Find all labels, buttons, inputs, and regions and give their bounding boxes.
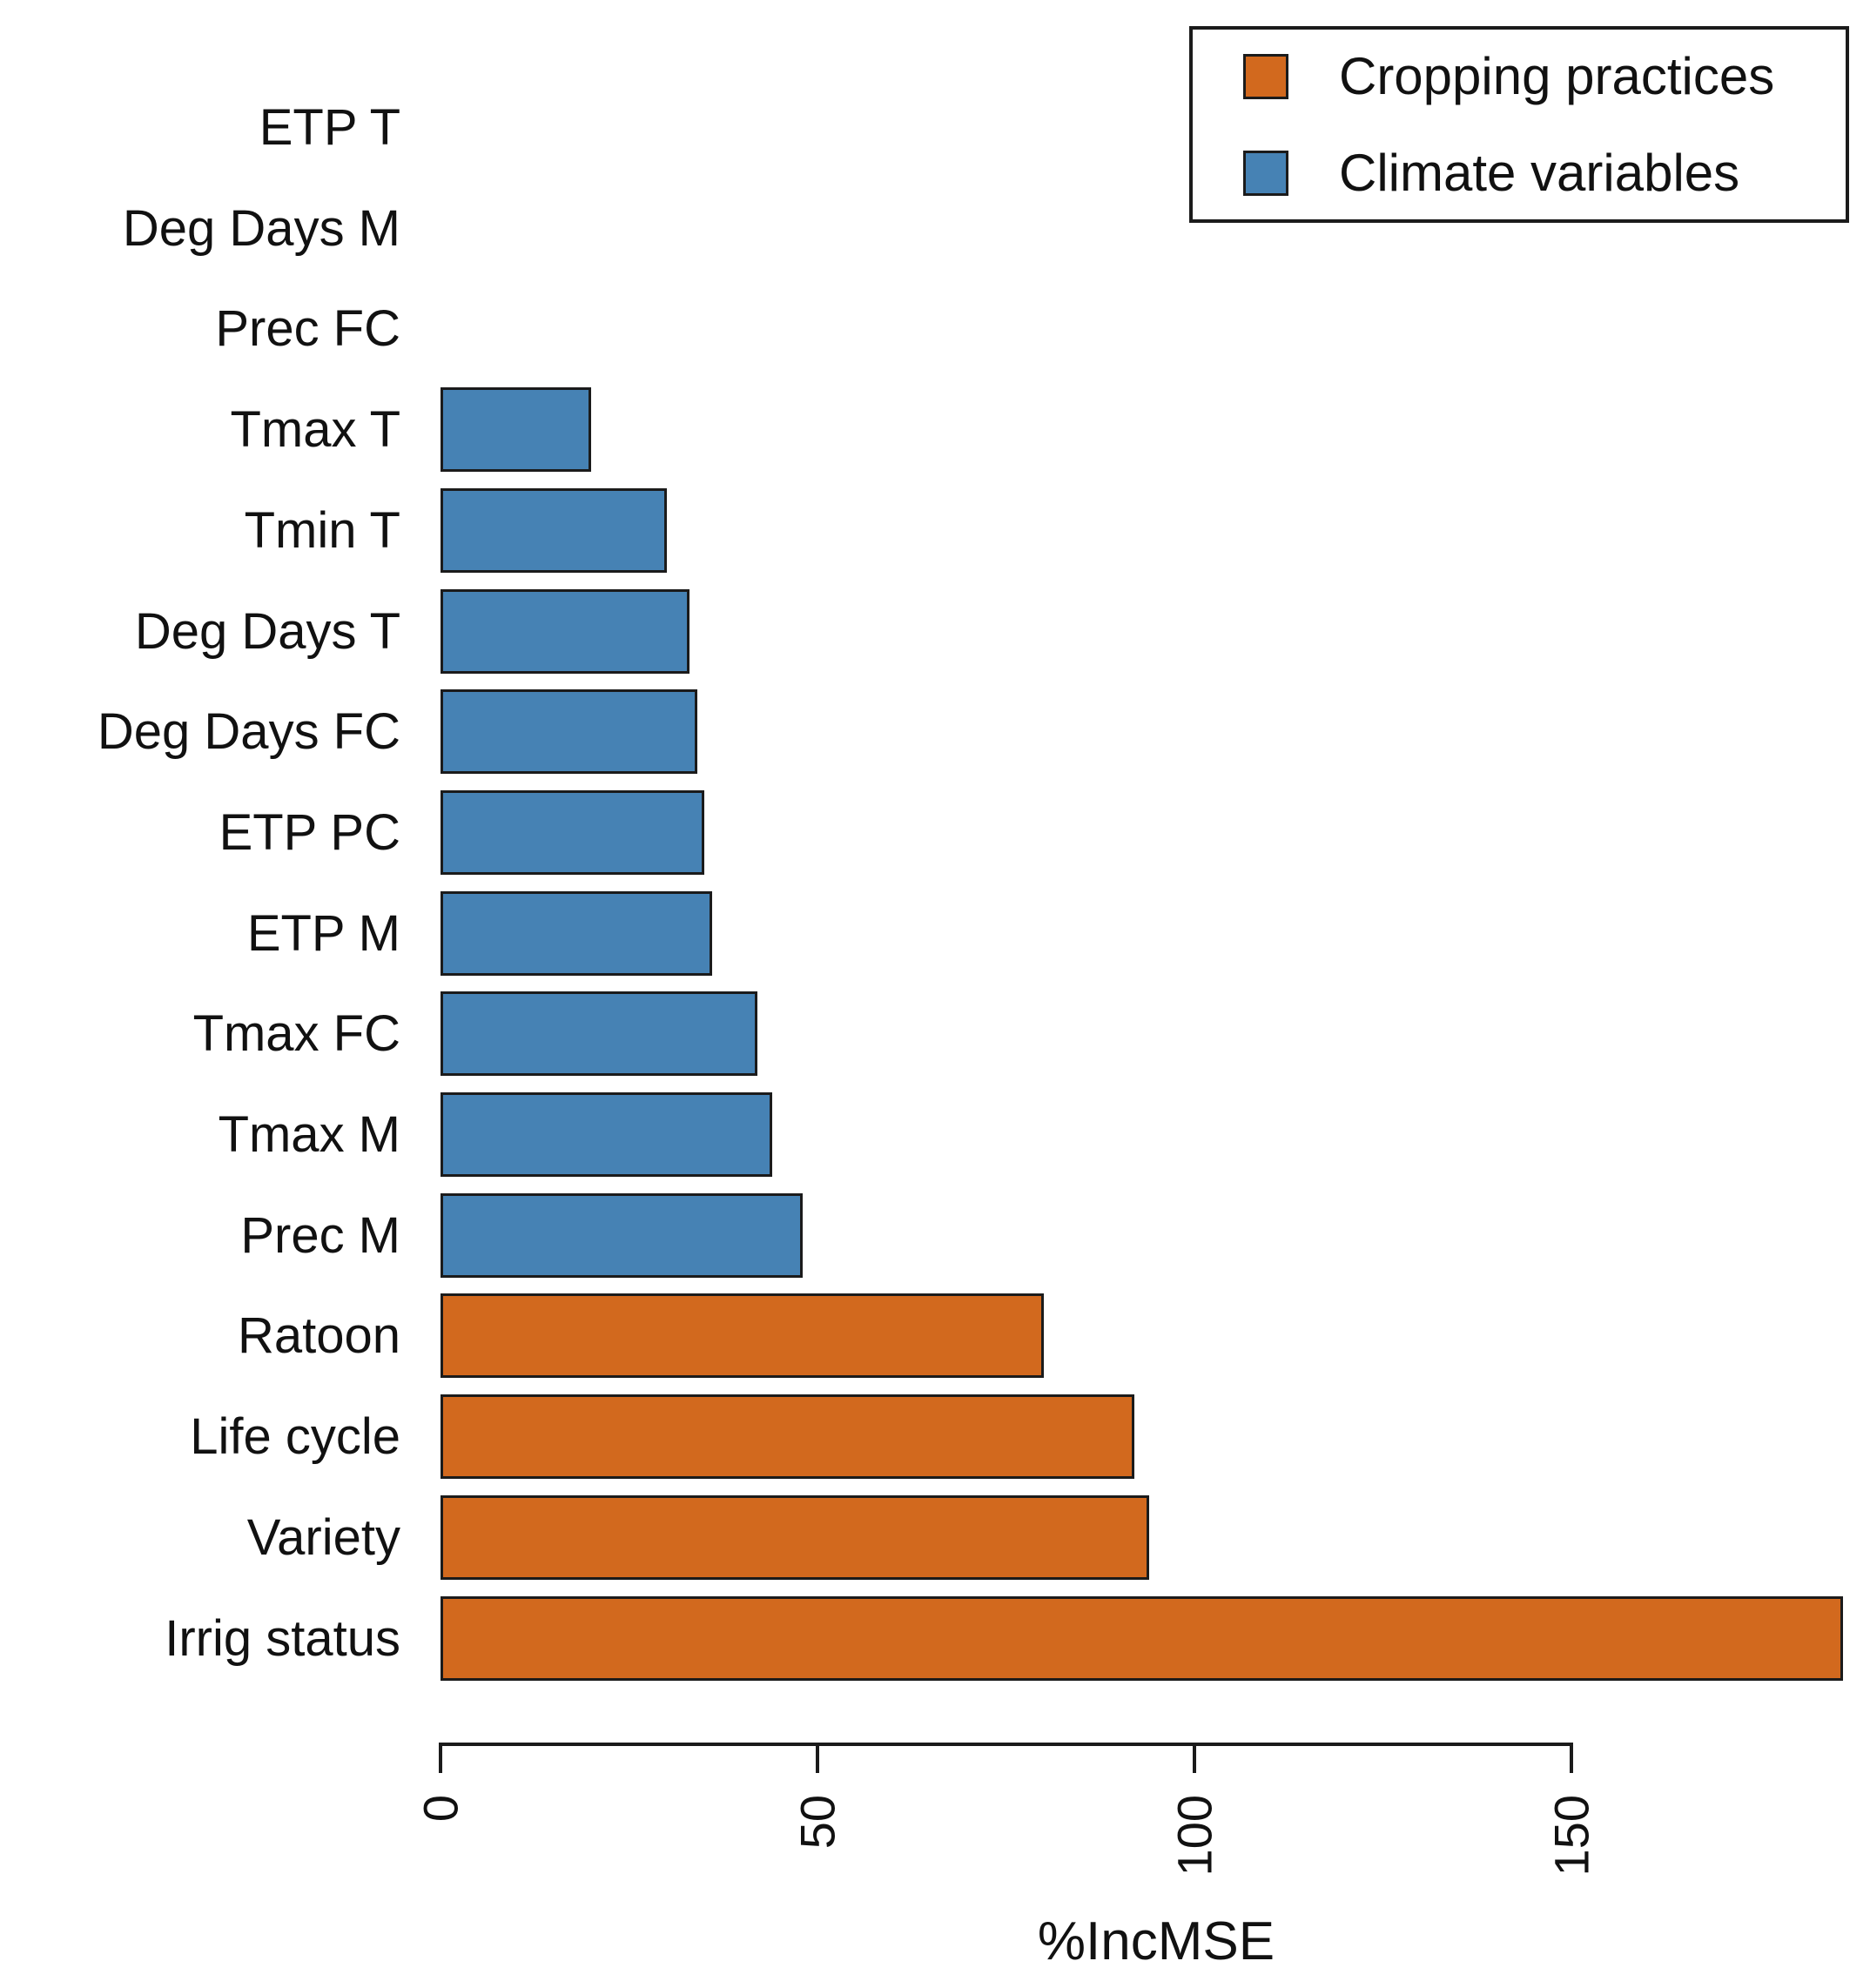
bar	[441, 991, 757, 1076]
tick-mark	[816, 1743, 819, 1773]
legend-item-cropping: Cropping practices	[1243, 46, 1846, 106]
bar	[441, 387, 591, 472]
bar	[441, 1293, 1044, 1378]
tick-label: 150	[1544, 1795, 1599, 1877]
x-axis-label: %IncMSE	[1037, 1911, 1275, 1971]
tick-mark	[1570, 1743, 1573, 1773]
bar	[441, 1596, 1843, 1681]
category-label: Tmin T	[244, 502, 400, 559]
category-label: Tmax M	[218, 1106, 400, 1163]
category-label: Ratoon	[237, 1307, 400, 1364]
bar	[441, 1394, 1134, 1479]
x-axis	[439, 1743, 1573, 1746]
bar	[441, 891, 712, 976]
bar	[441, 790, 704, 875]
legend-item-climate: Climate variables	[1243, 143, 1846, 203]
category-label: ETP PC	[219, 804, 400, 861]
category-label: Deg Days T	[134, 603, 400, 660]
cropping-practices-swatch-icon	[1243, 53, 1288, 99]
tick-label: 100	[1167, 1795, 1222, 1877]
legend: Cropping practices Climate variables	[1189, 26, 1849, 223]
category-label: Tmax T	[230, 401, 401, 458]
category-label: Life cycle	[190, 1408, 400, 1465]
category-label: Deg Days M	[122, 200, 400, 257]
category-label: ETP M	[246, 905, 400, 962]
climate-variables-swatch-icon	[1243, 150, 1288, 196]
legend-label: Climate variables	[1339, 144, 1740, 202]
legend-label: Cropping practices	[1339, 47, 1775, 105]
bar	[441, 488, 667, 573]
category-label: Prec M	[240, 1207, 400, 1264]
tick-label: 50	[790, 1795, 845, 1850]
bar	[441, 689, 697, 774]
category-label: Prec FC	[215, 300, 400, 357]
bar	[441, 1495, 1149, 1580]
category-label: ETP T	[259, 99, 400, 156]
bar	[441, 1092, 772, 1177]
tick-label: 0	[413, 1795, 468, 1823]
category-label: Tmax FC	[192, 1005, 400, 1062]
tick-mark	[439, 1743, 442, 1773]
bar	[441, 589, 689, 674]
category-label: Variety	[246, 1509, 400, 1566]
category-label: Irrig status	[165, 1610, 400, 1667]
bar	[441, 1193, 803, 1278]
tick-mark	[1193, 1743, 1196, 1773]
category-label: Deg Days FC	[97, 703, 400, 760]
